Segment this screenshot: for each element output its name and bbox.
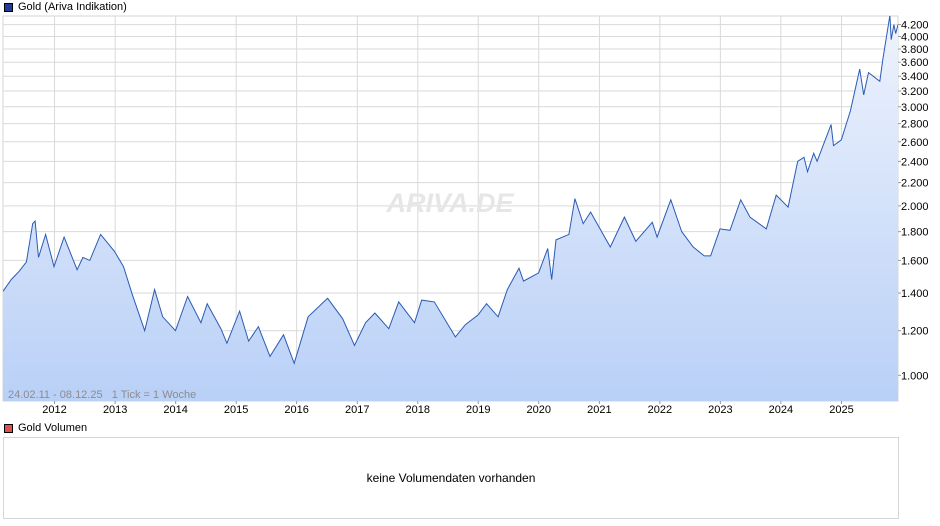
volume-panel: keine Volumendaten vorhanden <box>3 437 899 519</box>
y-tick-label: 3.800 <box>901 44 929 56</box>
x-tick-label: 2017 <box>345 404 369 416</box>
y-tick-label: 1.800 <box>901 227 929 239</box>
y-tick-label: 3.200 <box>901 86 929 98</box>
y-tick-label: 1.200 <box>901 326 929 338</box>
price-legend: Gold (Ariva Indikation) <box>4 0 127 14</box>
x-tick-label: 2020 <box>526 404 550 416</box>
x-tick-label: 2016 <box>284 404 308 416</box>
y-tick-label: 1.400 <box>901 288 929 300</box>
y-axis: 1.000 1.200 1.400 1.600 1.800 2.000 2.200 2.400… <box>898 20 929 382</box>
x-tick-label: 2023 <box>708 404 732 416</box>
price-legend-label: Gold (Ariva Indikation) <box>18 1 127 13</box>
x-tick-label: 2013 <box>103 404 127 416</box>
x-tick-label: 2014 <box>163 404 187 416</box>
x-tick-label: 2024 <box>769 404 793 416</box>
y-tick-label: 3.600 <box>901 57 929 69</box>
x-tick-label: 2015 <box>224 404 248 416</box>
y-tick-label: 3.000 <box>901 102 929 114</box>
y-tick-label: 3.400 <box>901 71 929 83</box>
y-tick-label: 2.000 <box>901 201 929 213</box>
y-tick-label: 4.000 <box>901 31 929 43</box>
x-axis: 2012 2013 2014 2015 2016 2017 2018 2019 2020 2021… <box>42 401 854 416</box>
price-legend-swatch <box>4 2 13 12</box>
x-tick-label: 2012 <box>42 404 66 416</box>
x-tick-label: 2019 <box>466 404 490 416</box>
price-area-fill <box>3 16 898 401</box>
y-tick-label: 4.200 <box>901 20 929 32</box>
x-tick-label: 2018 <box>406 404 430 416</box>
no-volume-message: keine Volumendaten vorhanden <box>366 471 536 485</box>
x-tick-label: 2021 <box>587 404 611 416</box>
y-tick-label: 2.600 <box>901 137 929 149</box>
price-chart: ARIVA.DE 24.02.11 - 08.12.25 1 Tick = 1 … <box>2 15 929 416</box>
y-tick-label: 2.400 <box>901 156 929 168</box>
y-tick-label: 2.200 <box>901 178 929 190</box>
y-tick-label: 2.800 <box>901 119 929 131</box>
volume-legend-label: Gold Volumen <box>18 422 88 434</box>
x-tick-label: 2025 <box>829 404 853 416</box>
y-tick-label: 1.000 <box>901 370 929 382</box>
price-series-line <box>3 16 898 365</box>
volume-legend-swatch <box>4 423 13 433</box>
volume-legend: Gold Volumen <box>4 421 87 435</box>
date-range-info: 24.02.11 - 08.12.25 1 Tick = 1 Woche <box>8 389 196 401</box>
y-tick-label: 1.600 <box>901 255 929 267</box>
watermark: ARIVA.DE <box>385 188 514 218</box>
x-tick-label: 2022 <box>648 404 672 416</box>
